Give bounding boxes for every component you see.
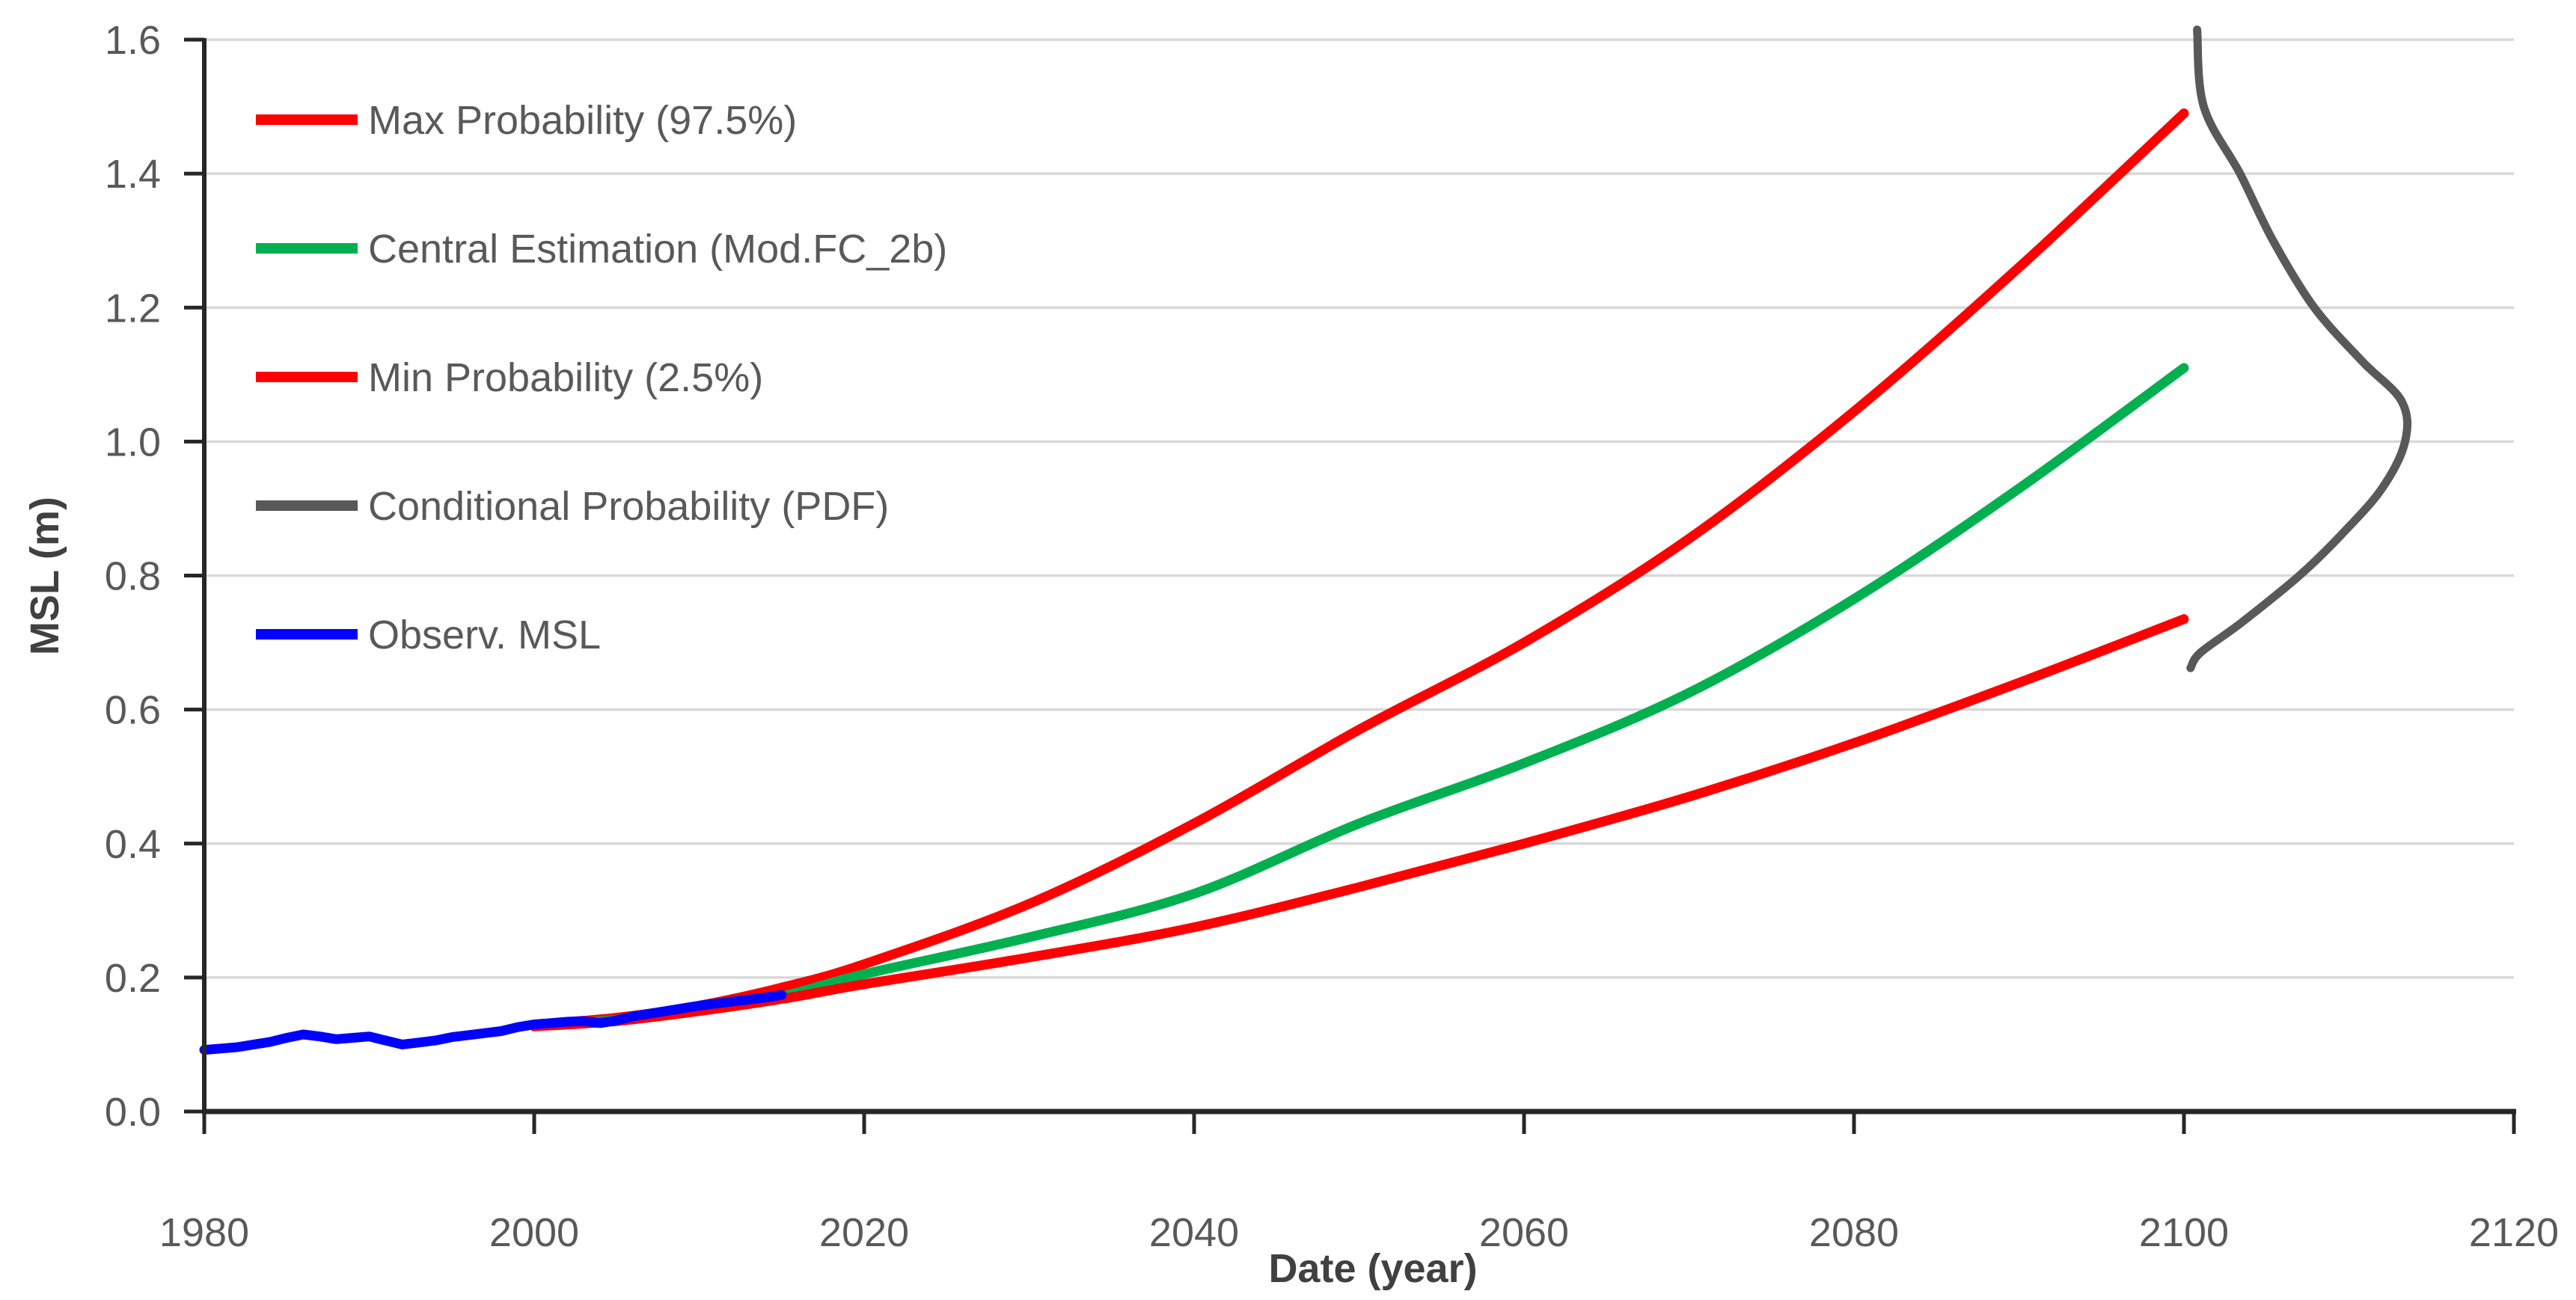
series-lines [199, 25, 2412, 1055]
legend-label-conditional-probability-pdf: Conditional Probability (PDF) [368, 484, 889, 529]
y-tick-label-1.2: 1.2 [105, 286, 161, 331]
legend-label-central-estimation-mod-fc-2b: Central Estimation (Mod.FC_2b) [368, 227, 947, 272]
legend-label-max-probability-97-5: Max Probability (97.5%) [368, 98, 797, 143]
series-line-conditional-probability-pdf [2186, 25, 2412, 672]
legend-label-min-probability-2-5: Min Probability (2.5%) [368, 355, 763, 400]
x-tick-label-2000: 2000 [489, 1210, 579, 1255]
legend-item-central-estimation-mod-fc-2b: Central Estimation (Mod.FC_2b) [256, 227, 947, 272]
x-tick-label-2080: 2080 [1809, 1210, 1899, 1255]
x-tick-label-2020: 2020 [819, 1210, 909, 1255]
x-tick-label-2120: 2120 [2469, 1210, 2559, 1255]
series-line-observ-msl [199, 990, 787, 1055]
y-tick-label-0.0: 0.0 [105, 1090, 161, 1135]
y-tick-label-1.6: 1.6 [105, 18, 161, 63]
legend-item-min-probability-2-5: Min Probability (2.5%) [256, 355, 763, 400]
x-axis-title: Date (year) [1268, 1246, 1477, 1291]
x-tick-label-1980: 1980 [159, 1210, 249, 1255]
x-tick-label-2040: 2040 [1149, 1210, 1239, 1255]
gridlines [204, 38, 2514, 979]
y-tick-label-0.4: 0.4 [105, 822, 161, 867]
y-tick-label-1.0: 1.0 [105, 420, 161, 464]
series-line-central-estimation-mod-fc-2b [529, 363, 2189, 1031]
y-tick-label-0.2: 0.2 [105, 956, 161, 1001]
legend-label-observ-msl: Observ. MSL [368, 613, 601, 657]
y-tick-label-0.8: 0.8 [105, 554, 161, 599]
legend-item-max-probability-97-5: Max Probability (97.5%) [256, 98, 797, 143]
x-tick-label-2060: 2060 [1479, 1210, 1569, 1255]
legend: Max Probability (97.5%) Central Estimatio… [256, 98, 947, 657]
axis-titles: Date (year) MSL (m) [22, 497, 1478, 1291]
tick-labels: 0.0 0.2 0.4 0.6 0.8 1.0 1.2 1.4 1.6 1980 2000 2020 2… [105, 18, 2559, 1255]
y-axis-title: MSL (m) [22, 497, 67, 655]
y-tick-label-0.6: 0.6 [105, 688, 161, 733]
x-tick-label-2100: 2100 [2139, 1210, 2229, 1255]
legend-item-observ-msl: Observ. MSL [256, 613, 601, 657]
legend-item-conditional-probability-pdf: Conditional Probability (PDF) [256, 484, 889, 529]
y-tick-label-1.4: 1.4 [105, 152, 161, 197]
axes [184, 37, 2516, 1134]
